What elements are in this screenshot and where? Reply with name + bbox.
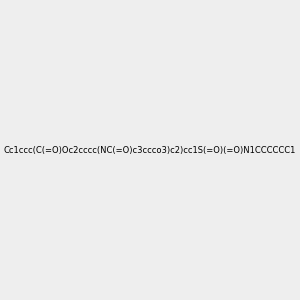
Text: Cc1ccc(C(=O)Oc2cccc(NC(=O)c3ccco3)c2)cc1S(=O)(=O)N1CCCCCC1: Cc1ccc(C(=O)Oc2cccc(NC(=O)c3ccco3)c2)cc1…: [4, 146, 296, 154]
